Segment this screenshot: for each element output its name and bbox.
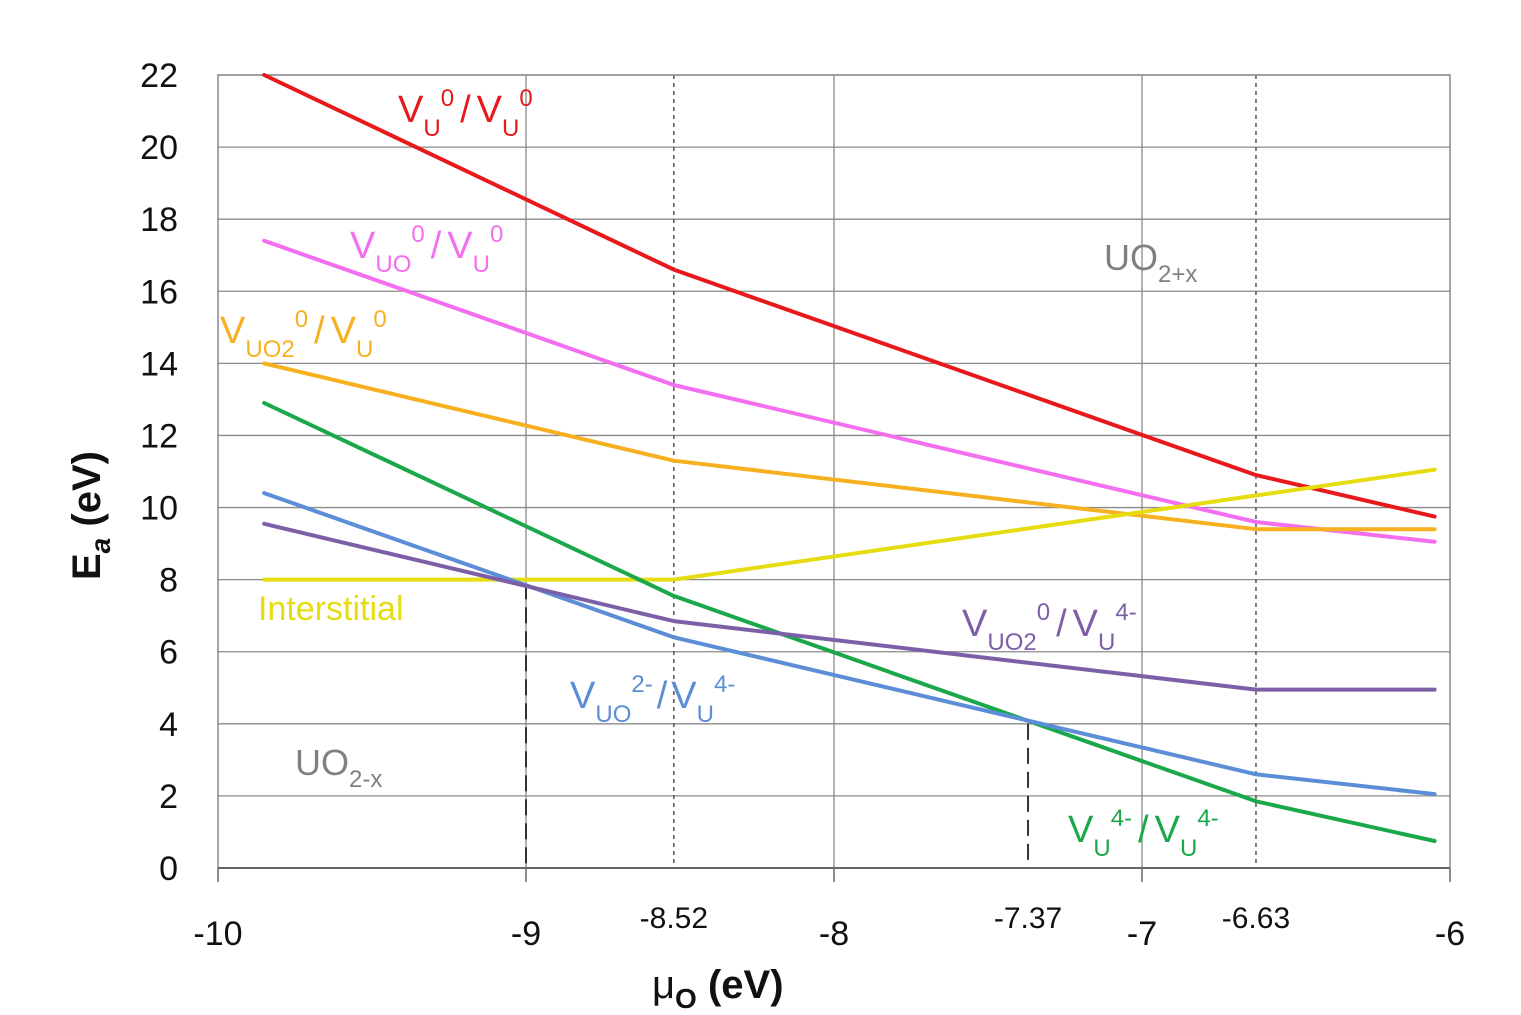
axes: [217, 74, 1451, 882]
y-tick-label: 6: [159, 634, 178, 672]
x-extra-tick-label: -7.37: [994, 902, 1062, 935]
reference-lines: [525, 75, 1257, 868]
y-axis-title: Ea (eV): [65, 451, 116, 580]
label-vuo0-vu0: VUO0/VU0: [350, 221, 503, 278]
series-line-3: [262, 361, 1437, 532]
series-line-2: [262, 238, 1437, 544]
y-tick-label: 20: [140, 129, 178, 167]
label-vuo2m-vu4: VUO2- / VU4-: [570, 671, 735, 728]
y-tick-label: 2: [159, 778, 178, 816]
label-interstitial: Interstitial: [258, 590, 404, 628]
x-tick-label: -8: [819, 915, 849, 953]
series-line-4: [262, 467, 1437, 582]
y-tick-label: 8: [159, 562, 178, 600]
series-line-6: [262, 491, 1437, 797]
y-tick-label: 18: [140, 201, 178, 239]
grid: [218, 74, 1450, 869]
x-tick-label: -9: [511, 915, 541, 953]
label-vu4-vu4: VU4- / VU4-: [1068, 805, 1219, 862]
series-line-5: [262, 401, 1437, 843]
y-tick-label: 14: [140, 345, 178, 383]
x-axis-title: μO (eV): [652, 963, 784, 1014]
x-tick-label: -10: [193, 915, 242, 953]
region-uo2-plus-x: UO2+x: [1104, 237, 1197, 288]
y-tick-label: 0: [159, 850, 178, 888]
y-tick-label: 22: [140, 57, 178, 95]
y-tick-label: 10: [140, 490, 178, 528]
label-vuo20-vu0: VUO20/VU0: [220, 306, 387, 363]
x-extra-tick-label: -6.63: [1222, 902, 1290, 935]
y-tick-label: 12: [140, 417, 178, 455]
x-extra-tick-label: -8.52: [640, 902, 708, 935]
x-tick-label: -7: [1127, 915, 1157, 953]
label-vuo20-vu4: VUO20/VU4-: [962, 599, 1137, 656]
tick-labels: 0 2 4 6 8 10 12 14 16 18 20 22 -10 -9 -8 -7 -6 -8.52 -7.37…: [140, 57, 1465, 953]
series-line-1: [262, 73, 1437, 519]
region-uo2-minus-x: UO2-x: [295, 742, 382, 793]
series-lines: [262, 73, 1437, 843]
label-vu0-vu0: VU0/VU0: [398, 85, 533, 142]
series-line-7: [262, 521, 1437, 692]
y-tick-label: 4: [159, 706, 178, 744]
y-tick-label: 16: [140, 273, 178, 311]
x-tick-label: -6: [1435, 915, 1465, 953]
